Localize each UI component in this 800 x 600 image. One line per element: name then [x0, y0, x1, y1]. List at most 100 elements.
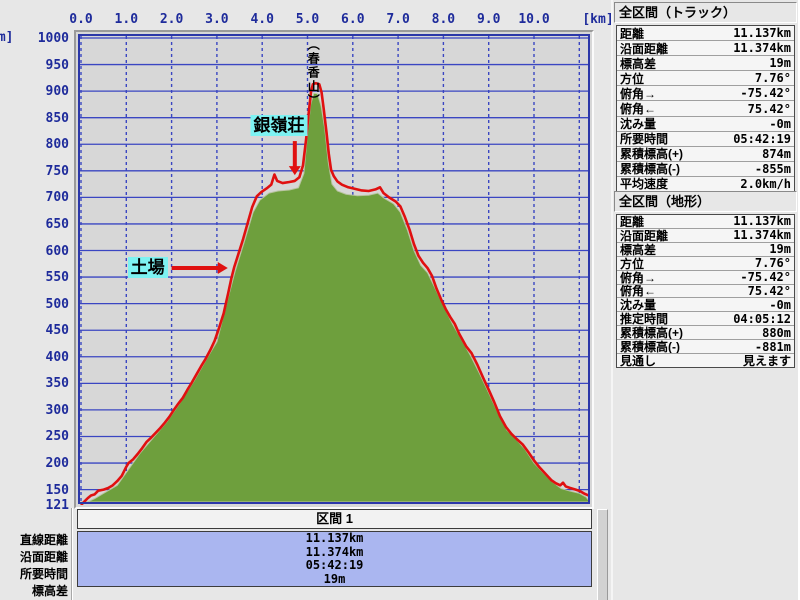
y-tick-label: 200 [27, 456, 69, 471]
x-tick-label: 4.0 [240, 12, 284, 27]
stat-row: 沿面距離 11.374km [617, 41, 794, 56]
x-tick-label: 3.0 [195, 12, 239, 27]
stat-label: 所要時間 [620, 132, 668, 147]
stat-row: 所要時間 05:42:19 [617, 132, 794, 147]
stat-label: 累積標高(+) [620, 326, 683, 340]
section-stat-label: 標高差 [0, 582, 68, 599]
stat-label: 俯角← [620, 285, 656, 299]
stat-value: 11.137km [733, 26, 791, 40]
stat-row: 標高差19m [617, 56, 794, 71]
stat-label: 見通し [620, 354, 656, 367]
stat-label: 平均速度 [620, 177, 668, 191]
y-tick-label: 1000 [27, 31, 69, 46]
stat-row: 累積標高(+) 880m [617, 326, 794, 340]
section-stat-label: 直線距離 [0, 531, 68, 548]
stat-row: 沿面距離 11.374km [617, 229, 794, 243]
stat-row: 平均速度2.0km/h [617, 177, 794, 191]
stat-value: 7.76° [755, 257, 791, 270]
stat-label: 推定時間 [620, 312, 668, 326]
section-stat-value: 19m [78, 573, 591, 587]
x-tick-label: 1.0 [104, 12, 148, 27]
statistics-panel: 全区間（トラック） 距離11.137km沿面距離11.374km標高差19m方位… [611, 0, 800, 600]
y-tick-label: 550 [27, 270, 69, 285]
y-tick-label: 150 [27, 483, 69, 498]
doba-arrow-head [218, 262, 228, 274]
stat-label: 方位 [620, 257, 644, 271]
stat-label: 標高差 [620, 243, 656, 257]
stat-label: 沿面距離 [620, 229, 668, 243]
terrain-area [80, 93, 589, 505]
stat-value: 11.374km [733, 229, 791, 242]
doba-annotation-label[interactable]: 土場 [128, 257, 168, 278]
panel-table-track: 距離 11.137km 沿面距離 11.374km標高差19m方位7.76°俯角→ -7… [616, 25, 795, 192]
x-tick-label: 7.0 [376, 12, 420, 27]
x-tick-label: 10.0 [512, 12, 556, 27]
stat-value: 19m [769, 243, 791, 256]
stat-row: 見通し 見えます [617, 354, 794, 367]
stat-row: 沈み量-0m [617, 117, 794, 132]
section-stat-value: 11.137km [78, 532, 591, 546]
y-tick-label: 500 [27, 297, 69, 312]
x-tick-label: 5.0 [286, 12, 330, 27]
section-stat-label: 沿面距離 [0, 548, 68, 565]
stat-value: 見えます [743, 354, 791, 367]
panel-table-terrain: 距離 11.137km 沿面距離 11.374km 標高差 19m 方位 7.76°俯角→-7… [616, 214, 795, 368]
stat-value: 11.374km [733, 41, 791, 55]
x-tick-label: 2.0 [150, 12, 194, 27]
stat-value: 05:42:19 [733, 132, 791, 146]
y-tick-label: 350 [27, 376, 69, 391]
y-axis-unit-label: [m] [0, 30, 13, 45]
stat-value: 04:05:12 [733, 312, 791, 325]
x-tick-label: 8.0 [421, 12, 465, 27]
section-stat-values: 11.137km11.374km05:42:1919m [77, 531, 592, 587]
stat-label: 距離 [620, 215, 644, 229]
stat-value: 75.42° [748, 285, 791, 298]
y-tick-label: 400 [27, 350, 69, 365]
y-tick-label: 850 [27, 111, 69, 126]
stat-label: 俯角← [620, 101, 656, 116]
stat-row: 俯角← 75.42° [617, 285, 794, 299]
vertical-divider-bar [597, 509, 608, 600]
stat-value: 7.76° [755, 71, 791, 85]
stat-value: 880m [762, 326, 791, 339]
stat-row: 距離 11.137km [617, 215, 794, 229]
stat-value: 874m [762, 147, 791, 161]
y-tick-label: 300 [27, 403, 69, 418]
hut-annotation-label[interactable]: 銀嶺荘 [250, 115, 307, 136]
panel-header-track: 全区間（トラック） [614, 2, 797, 23]
section-stat-labels: 直線距離沿面距離所要時間標高差 [0, 531, 68, 587]
stat-row: 標高差 19m [617, 243, 794, 257]
stat-label: 俯角→ [620, 86, 656, 101]
section-stat-label: 所要時間 [0, 565, 68, 582]
section-title: 区間 1 [77, 509, 592, 529]
y-tick-label: 900 [27, 84, 69, 99]
section-stat-value: 11.374km [78, 546, 591, 560]
x-tick-label: 6.0 [331, 12, 375, 27]
stat-value: 11.137km [733, 215, 791, 228]
stat-row: 累積標高(-)-855m [617, 162, 794, 177]
y-tick-label: 250 [27, 429, 69, 444]
stat-row: 俯角←75.42° [617, 101, 794, 116]
stat-row: 沈み量-0m [617, 298, 794, 312]
gutter-divider [71, 508, 73, 600]
stat-value: -855m [755, 162, 791, 176]
stat-row: 方位7.76° [617, 71, 794, 86]
stat-row: 推定時間 04:05:12 [617, 312, 794, 326]
stat-value: -881m [755, 340, 791, 353]
y-tick-label: 450 [27, 323, 69, 338]
stat-label: 距離 [620, 26, 644, 41]
stat-label: 沿面距離 [620, 41, 668, 56]
stat-row: 累積標高(-) -881m [617, 340, 794, 354]
stat-value: 19m [769, 56, 791, 70]
stat-row: 俯角→-75.42° [617, 271, 794, 285]
stat-row: 距離 11.137km [617, 26, 794, 41]
panel-header-terrain: 全区間（地形） [614, 191, 797, 212]
stat-label: 沈み量 [620, 298, 656, 312]
x-tick-label: 9.0 [467, 12, 511, 27]
stat-label: 累積標高(-) [620, 340, 680, 354]
stat-label: 沈み量 [620, 117, 656, 132]
elevation-profile-window: { "units": { "x": "[km]", "y": "[m]" }, … [0, 0, 800, 600]
stat-value: -75.42° [740, 86, 791, 100]
y-tick-label: 650 [27, 217, 69, 232]
y-tick-label: 950 [27, 58, 69, 73]
